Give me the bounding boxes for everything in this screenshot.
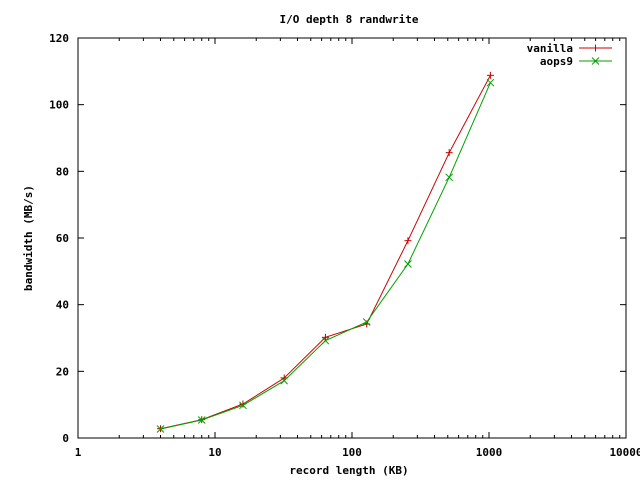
data-point-aops9 [445,173,454,182]
y-tick-label: 100 [49,99,69,112]
data-point-aops9 [156,425,165,433]
y-axis: 0 20 40 60 80 100 120 [49,32,626,445]
y-tick-label: 20 [56,365,69,378]
series-line-aops9 [160,82,491,430]
point-marker-b [445,173,454,182]
data-point-aops9 [280,376,289,385]
x-tick-label: 100 [342,446,362,459]
legend-label-vanilla: vanilla [527,42,573,55]
point-marker-b [197,416,206,424]
data-point-vanilla [321,333,329,341]
point-marker-b [404,260,412,268]
x-tick-label: 10000 [609,446,640,459]
data-point-vanilla [486,71,494,79]
y-tick-label: 0 [62,432,69,445]
y-tick-label: 120 [49,32,69,45]
data-point-aops9 [486,78,495,87]
chart-title: I/O depth 8 randwrite [279,13,418,26]
x-axis: 1 10 100 1000 10000 [75,38,640,459]
series-aops9 [156,78,495,433]
data-point-aops9 [239,401,247,410]
legend-marker-aops9-b [591,57,600,65]
data-point-aops9 [197,416,206,424]
y-tick-label: 40 [56,299,69,312]
x-tick-label: 10 [208,446,221,459]
point-marker-b [486,78,495,87]
x-tick-label: 1000 [476,446,503,459]
data-point-aops9 [321,336,330,345]
y-axis-label: bandwidth (MB/s) [22,185,35,291]
plot-frame [77,37,627,439]
data-point-aops9 [404,260,412,268]
point-marker-b [156,425,165,433]
y-tick-label: 60 [56,232,69,245]
point-marker-b [362,318,371,326]
point-marker-b [280,376,289,385]
x-tick-label: 1 [75,446,82,459]
x-axis-label: record length (KB) [289,464,408,477]
data-point-vanilla [445,149,453,157]
data-point-vanilla [404,237,412,245]
series-layer [156,71,495,433]
legend-label-aops9: aops9 [540,55,573,68]
data-point-aops9 [362,318,371,326]
point-marker-b [239,401,247,410]
series-line-vanilla [160,75,491,430]
y-tick-label: 80 [56,165,69,178]
series-vanilla [156,71,494,433]
point-marker-b [321,336,330,345]
